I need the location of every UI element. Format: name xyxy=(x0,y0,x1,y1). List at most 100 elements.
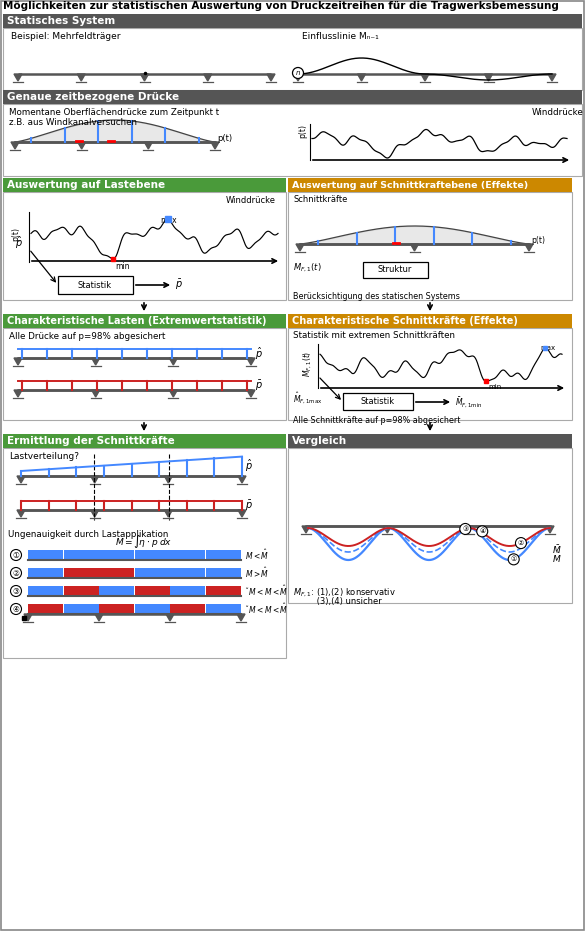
Text: $\hat{M}_{F,1\mathrm{max}}$: $\hat{M}_{F,1\mathrm{max}}$ xyxy=(293,390,322,406)
Bar xyxy=(363,262,428,278)
Text: ①: ① xyxy=(12,550,19,560)
Bar xyxy=(99,550,134,560)
Text: Struktur: Struktur xyxy=(378,265,412,275)
Polygon shape xyxy=(91,476,99,483)
Circle shape xyxy=(292,68,304,78)
Circle shape xyxy=(477,526,488,537)
Polygon shape xyxy=(296,244,304,251)
Circle shape xyxy=(508,554,519,565)
Polygon shape xyxy=(267,74,275,81)
Text: Statistik: Statistik xyxy=(78,280,112,290)
Polygon shape xyxy=(546,526,554,533)
Text: Winddrücke: Winddrücke xyxy=(226,196,276,205)
Text: Charakteristische Schnittkräfte (Effekte): Charakteristische Schnittkräfte (Effekte… xyxy=(292,316,518,326)
Polygon shape xyxy=(17,510,25,517)
Bar xyxy=(205,550,240,560)
Polygon shape xyxy=(140,74,149,81)
Polygon shape xyxy=(357,74,366,81)
Text: Lastverteilung?: Lastverteilung? xyxy=(9,452,79,461)
Polygon shape xyxy=(166,614,174,621)
Polygon shape xyxy=(11,142,19,149)
Bar xyxy=(205,586,240,596)
Text: ③: ③ xyxy=(462,526,469,532)
Polygon shape xyxy=(92,390,99,397)
Bar xyxy=(58,276,133,294)
Bar xyxy=(288,328,572,420)
Text: $\hat{p}$: $\hat{p}$ xyxy=(15,235,23,251)
Polygon shape xyxy=(204,74,212,81)
Polygon shape xyxy=(144,142,152,149)
Bar xyxy=(288,192,572,300)
Polygon shape xyxy=(164,476,173,483)
Bar xyxy=(3,28,582,90)
Polygon shape xyxy=(14,74,22,81)
Text: (3),(4) unsicher: (3),(4) unsicher xyxy=(293,597,382,606)
Bar xyxy=(135,586,170,596)
Polygon shape xyxy=(237,614,245,621)
Bar xyxy=(343,393,413,410)
Circle shape xyxy=(460,523,471,534)
Polygon shape xyxy=(95,614,103,621)
Text: p(t): p(t) xyxy=(217,134,232,143)
Text: z.B. aus Windkanalversuchen: z.B. aus Windkanalversuchen xyxy=(9,118,137,127)
Text: Vergleich: Vergleich xyxy=(292,436,347,446)
Text: $M > \hat{M}$: $M > \hat{M}$ xyxy=(245,566,269,580)
Text: ②: ② xyxy=(518,540,524,546)
Polygon shape xyxy=(238,510,246,517)
Bar xyxy=(288,314,572,328)
Text: $\bar{p}$: $\bar{p}$ xyxy=(245,499,253,513)
Text: $\hat{p}$: $\hat{p}$ xyxy=(255,346,263,362)
Text: min: min xyxy=(115,262,130,271)
Polygon shape xyxy=(164,510,173,517)
Bar xyxy=(28,568,63,578)
Bar xyxy=(288,434,572,448)
Circle shape xyxy=(11,568,22,578)
Text: $M=\int\!\eta \cdot p\; dx$: $M=\int\!\eta \cdot p\; dx$ xyxy=(115,533,173,550)
Polygon shape xyxy=(383,526,391,533)
Text: $\bar{p}$: $\bar{p}$ xyxy=(255,379,263,393)
Polygon shape xyxy=(92,358,99,365)
Text: ④: ④ xyxy=(479,529,486,534)
Polygon shape xyxy=(24,614,32,621)
Polygon shape xyxy=(169,358,177,365)
Bar xyxy=(3,178,286,192)
Polygon shape xyxy=(91,510,99,517)
Bar xyxy=(99,586,134,596)
Polygon shape xyxy=(78,142,85,149)
Bar xyxy=(64,568,98,578)
Text: max: max xyxy=(541,345,556,351)
Text: $\hat{M}$: $\hat{M}$ xyxy=(552,550,562,565)
Text: Statistik: Statistik xyxy=(361,397,395,406)
Text: Winddrücke: Winddrücke xyxy=(532,108,584,117)
Polygon shape xyxy=(14,390,22,397)
Bar xyxy=(3,448,286,658)
Polygon shape xyxy=(411,244,418,251)
Polygon shape xyxy=(525,244,533,251)
Text: p(t): p(t) xyxy=(12,227,20,241)
Polygon shape xyxy=(17,476,25,483)
Bar xyxy=(3,314,286,328)
Text: Alle Drücke auf p=98% abgesichert: Alle Drücke auf p=98% abgesichert xyxy=(9,332,166,341)
Bar xyxy=(3,104,582,176)
Bar xyxy=(3,434,286,448)
Polygon shape xyxy=(247,358,255,365)
Text: p(t): p(t) xyxy=(531,236,545,245)
Text: $M_{F,1}$: (1),(2) konservativ: $M_{F,1}$: (1),(2) konservativ xyxy=(293,587,396,600)
Polygon shape xyxy=(302,526,310,533)
Polygon shape xyxy=(77,74,85,81)
Bar xyxy=(28,604,63,614)
Bar xyxy=(135,568,170,578)
Bar xyxy=(99,568,134,578)
Bar xyxy=(288,448,572,603)
Bar xyxy=(170,586,205,596)
Text: Berücksichtigung des statischen Systems: Berücksichtigung des statischen Systems xyxy=(293,292,460,301)
Polygon shape xyxy=(294,74,302,81)
Polygon shape xyxy=(238,476,246,483)
Text: $\hat{p}$: $\hat{p}$ xyxy=(245,458,253,474)
Text: ④: ④ xyxy=(12,604,19,614)
Text: Einflusslinie Mₙ₋₁: Einflusslinie Mₙ₋₁ xyxy=(302,32,378,41)
Polygon shape xyxy=(247,390,255,397)
Bar xyxy=(170,604,205,614)
Text: $\bar{M}$: $\bar{M}$ xyxy=(552,544,562,557)
Bar xyxy=(28,550,63,560)
